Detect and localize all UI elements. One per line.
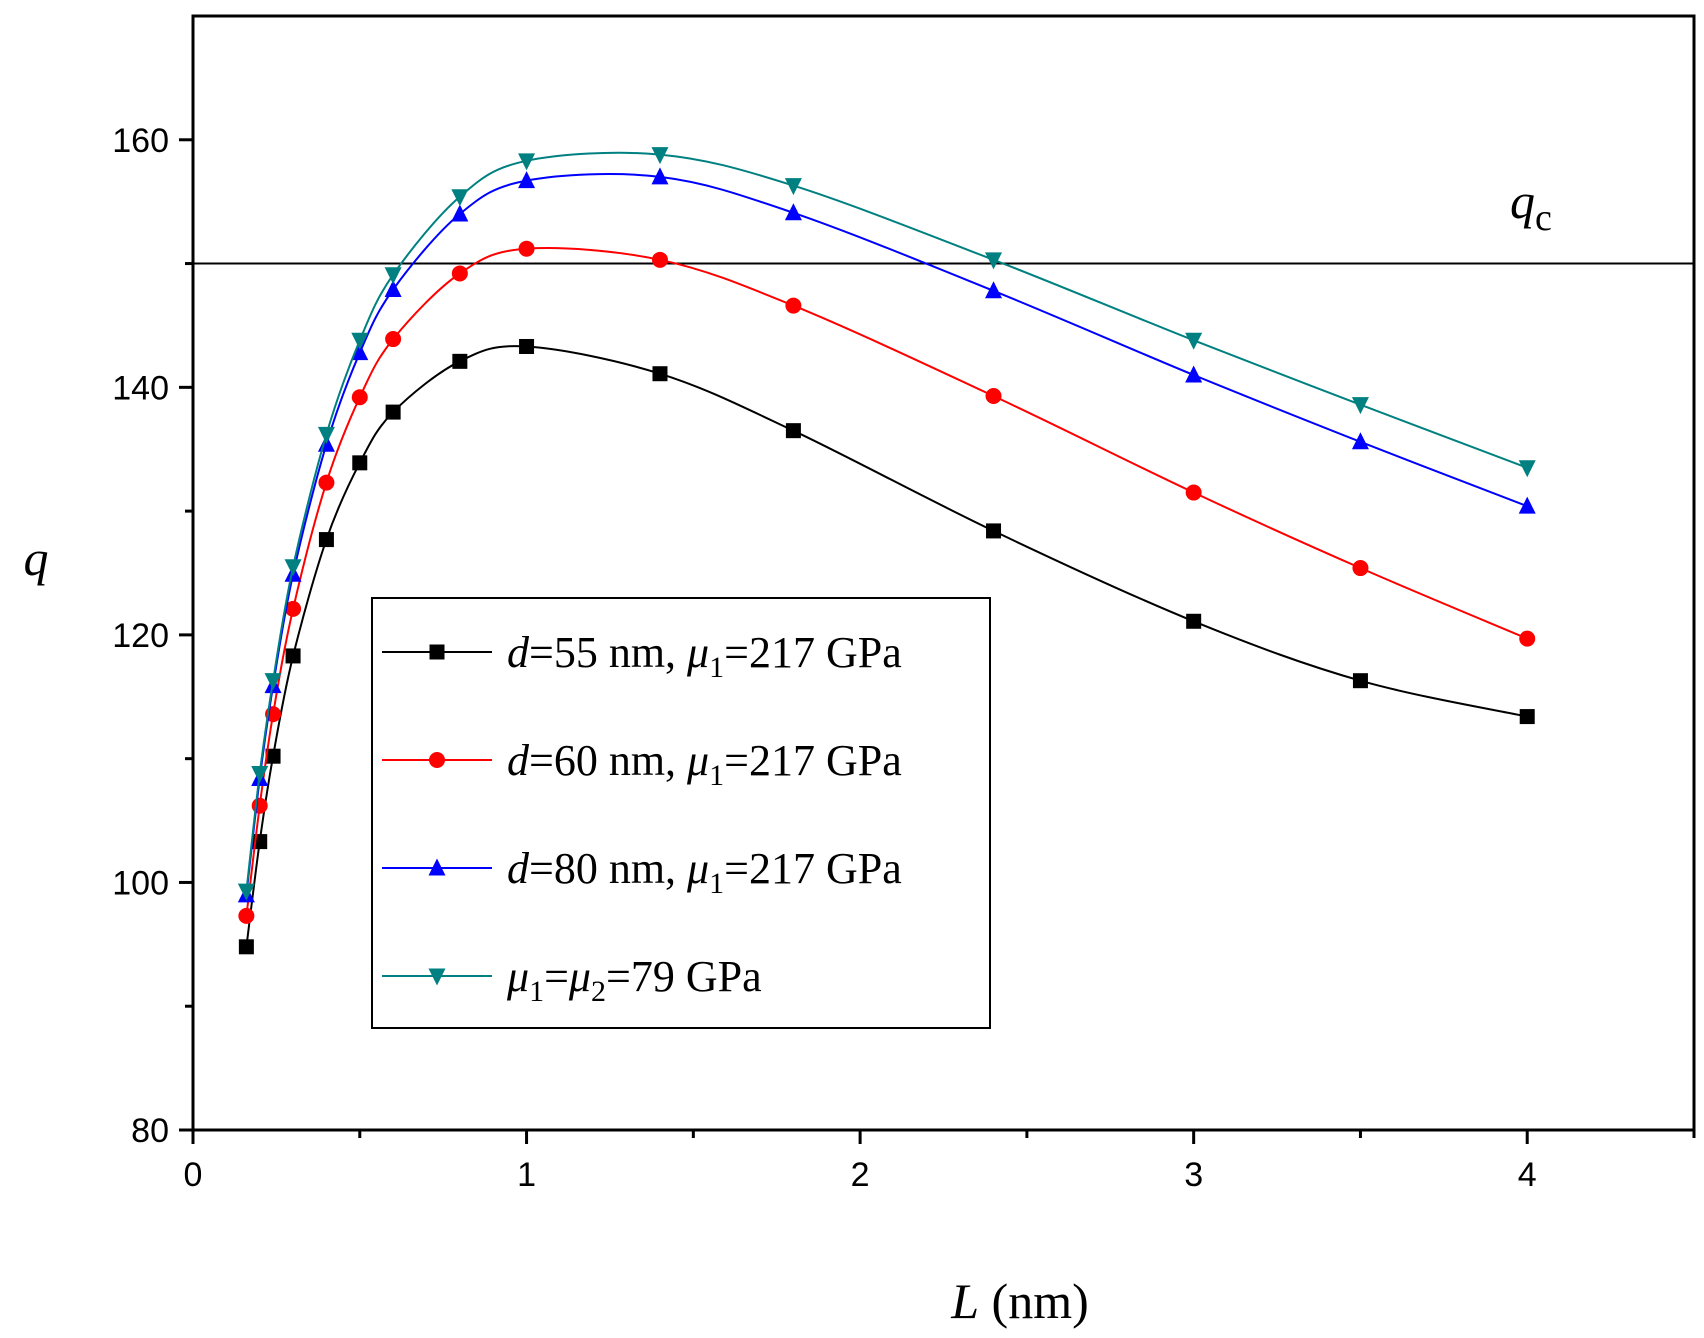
legend-entry-2: d=60 nm, μ1=217 GPa	[382, 736, 902, 792]
x-tick-label: 3	[1184, 1156, 1203, 1194]
data-point	[785, 423, 801, 439]
data-point	[451, 189, 469, 207]
x-axis-title-var: L	[950, 1273, 979, 1329]
x-axis-title: L (nm)	[950, 1273, 1089, 1329]
x-tick-label: 0	[184, 1156, 203, 1194]
data-point	[1186, 613, 1202, 629]
data-point	[1351, 397, 1369, 415]
data-point	[317, 426, 335, 444]
data-point	[265, 748, 281, 764]
x-tick-label: 2	[851, 1156, 870, 1194]
data-point	[1352, 673, 1368, 689]
legend-marker	[429, 644, 445, 660]
data-point	[1185, 365, 1203, 383]
reference-line-label-sub: c	[1535, 197, 1552, 239]
x-axis-title-unit: (nm)	[979, 1273, 1089, 1329]
data-point	[384, 267, 402, 285]
plot-frame	[191, 14, 1696, 1132]
data-point	[1351, 432, 1369, 450]
data-point	[451, 265, 468, 282]
data-point	[385, 331, 402, 348]
data-point	[285, 648, 301, 664]
data-point	[238, 939, 254, 955]
series-1	[238, 338, 1535, 955]
data-point	[352, 455, 368, 471]
legend-label: d=60 nm, μ1=217 GPa	[507, 736, 902, 792]
data-point	[651, 147, 669, 165]
data-point	[452, 353, 468, 369]
data-point	[1518, 496, 1536, 514]
data-point	[985, 281, 1003, 299]
data-point	[1518, 460, 1536, 478]
data-point	[238, 907, 255, 924]
y-axis-title: q	[24, 530, 49, 586]
x-tick-label: 4	[1518, 1156, 1537, 1194]
legend-marker	[428, 968, 446, 986]
data-point	[985, 387, 1002, 404]
legend: d=55 nm, μ1=217 GPa d=60 nm, μ1=217 GPa d=…	[371, 597, 991, 1029]
plot-area	[193, 147, 1694, 955]
data-point	[351, 332, 369, 350]
data-point	[1519, 630, 1536, 647]
data-point	[1519, 709, 1535, 725]
legend-label: μ1=μ2=79 GPa	[506, 952, 762, 1008]
data-point	[985, 252, 1003, 270]
data-point	[652, 366, 668, 382]
data-point	[1352, 560, 1369, 577]
data-point	[518, 153, 536, 171]
legend-marker	[429, 752, 445, 768]
y-tick-label: 140	[112, 369, 169, 407]
data-point	[237, 883, 255, 901]
y-tick-label: 120	[112, 617, 169, 655]
y-tick-label: 100	[112, 864, 169, 902]
data-point	[451, 204, 469, 222]
reference-line-label-main: q	[1510, 173, 1535, 229]
data-point	[651, 167, 669, 185]
legend-marker	[428, 858, 446, 876]
data-point	[986, 523, 1002, 539]
legend-entry-3: d=80 nm, μ1=217 GPa	[382, 844, 902, 900]
x-tick-label: 1	[517, 1156, 536, 1194]
data-point	[318, 474, 335, 491]
data-point	[651, 251, 668, 268]
data-point	[351, 389, 368, 406]
legend-label: d=55 nm, μ1=217 GPa	[507, 628, 902, 684]
axes: 0 1 2 3 4 80 100 120 140 160	[112, 14, 1696, 1194]
data-point	[518, 240, 535, 257]
data-point	[351, 343, 369, 361]
legend-entry-1: d=55 nm, μ1=217 GPa	[382, 628, 902, 684]
data-point	[384, 280, 402, 298]
data-point	[1185, 484, 1202, 501]
data-point	[284, 559, 302, 577]
data-point	[251, 797, 268, 814]
legend-box	[371, 597, 991, 1029]
reference-line-label: qc	[1510, 173, 1552, 239]
y-tick-label: 160	[112, 122, 169, 160]
data-point	[285, 600, 302, 617]
data-point	[784, 178, 802, 196]
data-point	[251, 766, 269, 784]
data-point	[264, 673, 282, 691]
data-point	[784, 203, 802, 221]
series-4	[237, 147, 1536, 901]
data-point	[1185, 332, 1203, 350]
data-point	[785, 297, 802, 314]
data-point	[518, 171, 536, 189]
data-point	[519, 338, 535, 354]
data-point	[385, 404, 401, 420]
y-tick-label: 80	[131, 1112, 169, 1150]
series-2	[238, 240, 1536, 924]
data-point	[318, 532, 334, 548]
legend-label: d=80 nm, μ1=217 GPa	[507, 844, 902, 900]
legend-entry-4: μ1=μ2=79 GPa	[382, 952, 762, 1008]
